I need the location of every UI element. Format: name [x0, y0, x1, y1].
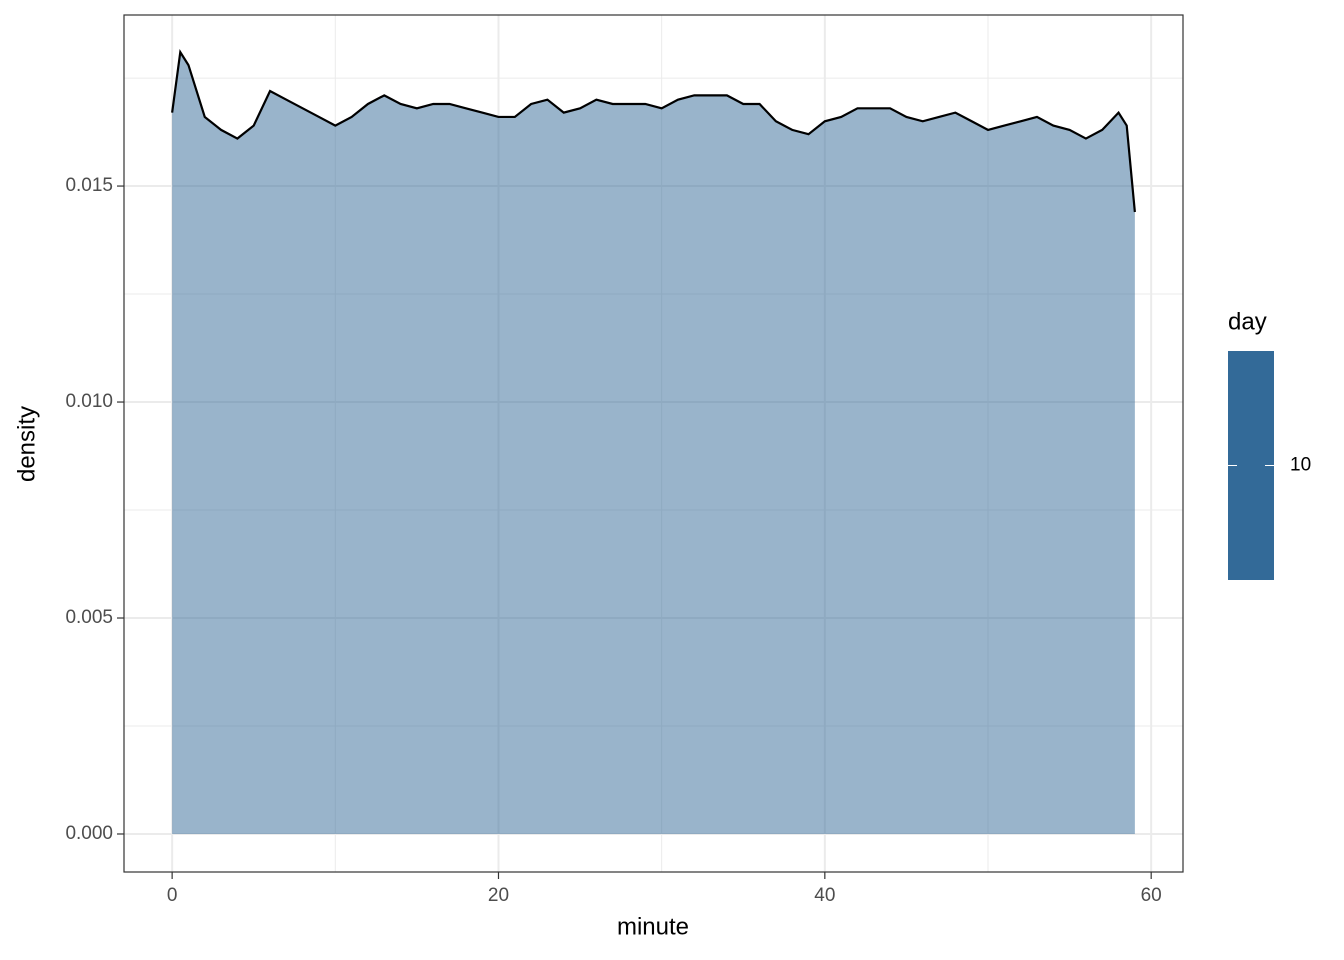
- legend-tick-label: 10: [1290, 455, 1311, 476]
- y-tick-label: 0.005: [65, 607, 113, 628]
- x-tick-label: 20: [488, 885, 509, 906]
- y-tick-label: 0.010: [65, 391, 113, 412]
- legend-title: day: [1228, 308, 1267, 335]
- y-axis-title: density: [13, 406, 40, 482]
- x-tick-label: 0: [167, 885, 178, 906]
- panel-border: [123, 14, 1184, 873]
- y-tick-label: 0.000: [65, 823, 113, 844]
- density-area: [172, 52, 1135, 834]
- density-line: [171, 48, 1136, 213]
- y-tick-label: 0.015: [65, 175, 113, 196]
- x-tick-label: 40: [814, 885, 835, 906]
- x-axis-title: minute: [617, 913, 689, 940]
- x-tick-label: 60: [1141, 885, 1162, 906]
